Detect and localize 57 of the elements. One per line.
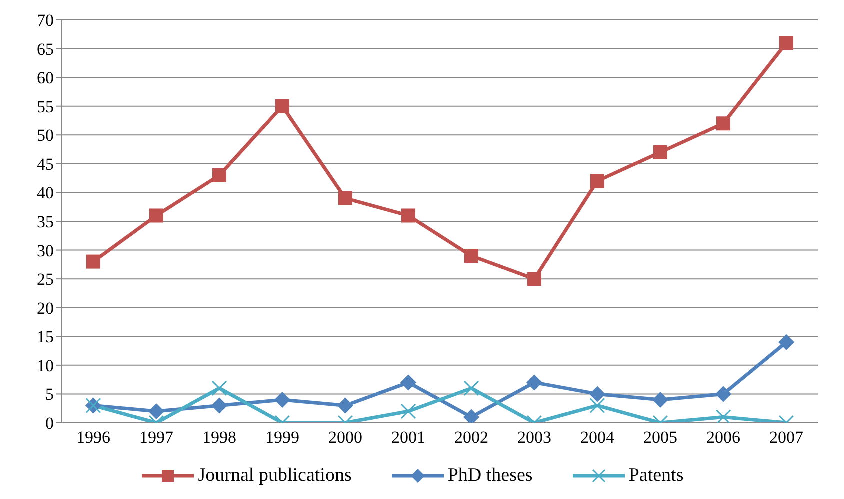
point [148, 403, 164, 420]
x-tick-label: 1996 [76, 428, 110, 448]
y-tick-label: 65 [37, 40, 54, 59]
x-tick-label: 1998 [202, 428, 236, 448]
point [778, 334, 794, 350]
point [86, 254, 100, 269]
point [652, 392, 668, 408]
y-tick-label: 60 [37, 68, 54, 88]
point [212, 168, 226, 182]
legend-label: PhD theses [448, 465, 533, 487]
point [716, 409, 732, 423]
point [464, 380, 480, 396]
point [528, 272, 542, 286]
y-tick-label: 45 [37, 154, 54, 174]
point [274, 392, 290, 408]
x-tick-label: 2005 [644, 428, 678, 448]
x-tick-label: 2001 [392, 428, 426, 448]
point [526, 374, 542, 391]
legend-label: Patents [628, 465, 684, 487]
y-tick-label: 50 [37, 126, 54, 146]
y-tick-label: 5 [46, 385, 54, 404]
point [654, 145, 668, 160]
x-tick-label: 2007 [770, 428, 804, 448]
point [400, 404, 416, 420]
y-tick-label: 35 [37, 212, 54, 232]
x-tick-label: 2003 [518, 428, 552, 448]
y-tick-label: 15 [37, 328, 54, 347]
y-tick-label: 30 [37, 241, 54, 260]
point [780, 36, 794, 50]
x-tick-label: 1999 [266, 428, 300, 448]
point [276, 99, 290, 114]
point [150, 208, 164, 223]
y-tick-label: 0 [46, 414, 54, 434]
y-tick-label: 55 [37, 97, 54, 116]
y-tick-label: 10 [37, 356, 54, 376]
y-tick-label: 40 [37, 184, 54, 203]
point [716, 116, 730, 131]
x-tick-label: 1997 [140, 428, 174, 448]
x-tick-label: 2004 [580, 428, 615, 448]
legend-label: Journal publications [198, 465, 352, 487]
point [590, 398, 606, 414]
point [338, 191, 352, 206]
point [212, 398, 228, 414]
point [212, 380, 228, 396]
point [400, 374, 416, 391]
point [402, 208, 416, 223]
y-tick-label: 20 [37, 298, 54, 318]
point [464, 249, 478, 264]
point [338, 398, 354, 414]
x-tick-label: 2000 [328, 428, 362, 448]
point [590, 386, 606, 402]
y-tick-label: 70 [37, 11, 54, 30]
x-tick-label: 2002 [454, 428, 488, 448]
x-tick-label: 2006 [706, 428, 740, 448]
point [716, 386, 732, 402]
y-tick-label: 25 [37, 270, 54, 290]
point [590, 174, 604, 188]
